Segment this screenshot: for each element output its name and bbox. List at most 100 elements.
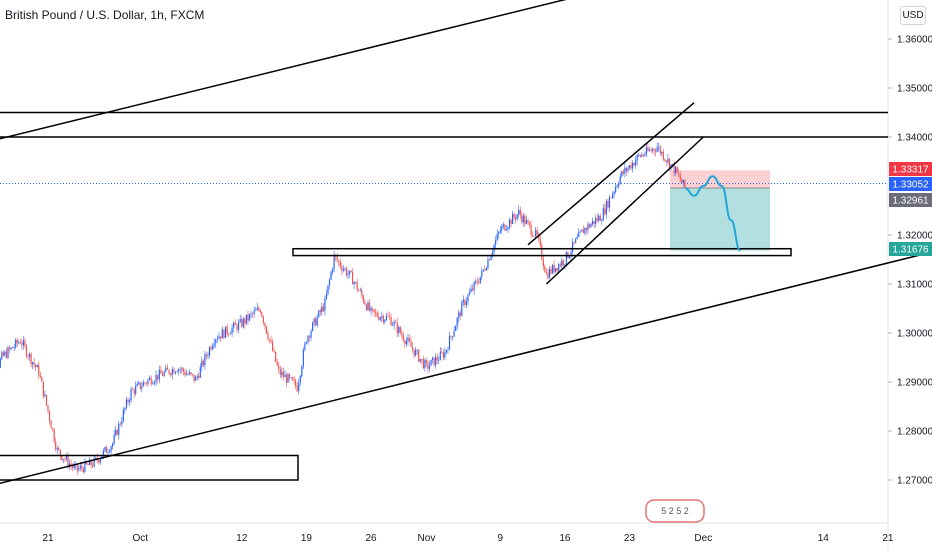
price-tick-label: 1.32000	[897, 231, 932, 242]
candle-body	[531, 234, 534, 237]
candle-body	[68, 463, 71, 467]
candle-body	[616, 185, 618, 187]
candle-body	[241, 319, 243, 327]
time-tick-label: Nov	[418, 533, 436, 544]
candle-body	[430, 359, 432, 366]
candle-body	[107, 452, 109, 453]
candle-body	[370, 308, 372, 311]
candle-body	[475, 281, 477, 283]
candle-body	[185, 373, 188, 376]
candle-body	[593, 220, 595, 225]
time-axis[interactable]: 21 Oct 12 19 26 Nov 9 16 23 Dec 14 21	[42, 533, 893, 544]
drawings-layer[interactable]	[0, 0, 932, 487]
candle-body	[5, 351, 8, 358]
candle-body	[405, 340, 408, 344]
demand-zone-box	[0, 454, 299, 481]
candle-body	[298, 382, 300, 392]
candle-body	[65, 456, 68, 460]
candle-body	[373, 309, 375, 313]
price-axis[interactable]: 1.36000 1.35000 1.34000 1.32000 1.31000 1.300…	[888, 35, 932, 487]
candle-body	[391, 324, 394, 326]
candle-body	[281, 371, 283, 375]
candle-body	[99, 459, 101, 463]
time-tick-label: 23	[624, 533, 636, 544]
candle-body	[22, 340, 24, 346]
candle-body	[310, 330, 312, 338]
candle-body	[35, 364, 37, 368]
candle-body	[515, 217, 517, 220]
candle-body	[538, 234, 540, 239]
candle-body	[27, 356, 29, 357]
candle-body	[550, 268, 552, 274]
candle-body	[481, 270, 483, 277]
candle-body	[201, 360, 203, 367]
candle-body	[264, 322, 266, 327]
candle-body	[81, 465, 83, 469]
candle-body	[353, 282, 355, 285]
candle-body	[275, 351, 277, 362]
candle-body	[510, 219, 512, 225]
candle-body	[118, 423, 120, 435]
candle-body	[270, 340, 272, 342]
candle-body	[584, 228, 586, 234]
candle-body	[627, 168, 629, 172]
candle-body	[339, 261, 341, 267]
candle-body	[212, 345, 214, 350]
candle-body	[461, 302, 463, 317]
candle-body	[210, 347, 212, 350]
candle-body	[595, 218, 597, 225]
candle-body	[220, 336, 222, 339]
candle-body	[441, 351, 443, 353]
candle-body	[39, 375, 41, 378]
candle-body	[404, 340, 406, 344]
candle-body	[336, 256, 338, 261]
candle-body	[90, 459, 92, 466]
candle-body	[482, 269, 484, 271]
candle-body	[121, 421, 123, 425]
candle-body	[545, 272, 548, 274]
candle-body	[285, 374, 288, 383]
candle-body	[524, 215, 526, 224]
candle-body	[205, 354, 208, 357]
candle-body	[573, 241, 575, 243]
candle-body	[470, 288, 472, 293]
candle-body	[30, 353, 32, 365]
candle-body	[130, 389, 132, 401]
candle-body	[138, 382, 140, 384]
candle-body	[262, 316, 264, 323]
candle-body	[528, 221, 531, 225]
candle-body	[160, 369, 162, 374]
candle-body	[684, 179, 686, 188]
candle-body	[631, 162, 634, 169]
candle-body	[401, 333, 403, 336]
candle-body	[237, 322, 240, 330]
price-badges: 1.33317 1.33052 1.32961 1.31676	[889, 162, 932, 256]
candle-body	[48, 411, 51, 421]
candle-body	[367, 302, 369, 310]
candle-body	[192, 374, 194, 375]
candle-body	[128, 400, 131, 403]
candle-body	[402, 335, 404, 341]
candle-body	[328, 279, 331, 286]
candle-body	[498, 232, 500, 234]
candle-body	[313, 318, 315, 323]
time-tick-label: 9	[497, 533, 503, 544]
candle-body	[491, 251, 494, 256]
candle-body	[525, 220, 528, 224]
candle-body	[98, 460, 100, 463]
candle-body	[307, 336, 309, 342]
candle-body	[436, 357, 438, 361]
candle-body	[207, 355, 209, 357]
candle-body	[115, 429, 117, 435]
candle-body	[542, 259, 544, 267]
candle-body	[124, 408, 126, 411]
candle-body	[242, 318, 244, 327]
candle-body	[348, 270, 351, 274]
candle-body	[64, 459, 66, 460]
candle-body	[638, 155, 640, 156]
candle-body	[399, 327, 401, 334]
candle-body	[178, 369, 180, 372]
currency-button[interactable]: USD	[900, 6, 926, 25]
candle-body	[157, 374, 159, 380]
